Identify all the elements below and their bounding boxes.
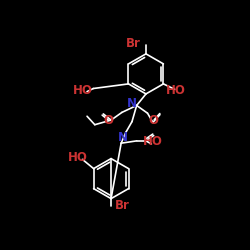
Text: O: O — [149, 114, 159, 126]
Text: O: O — [103, 114, 113, 126]
Text: HO: HO — [143, 135, 163, 148]
Text: N: N — [127, 97, 137, 110]
Text: Br: Br — [115, 199, 130, 212]
Text: HO: HO — [73, 84, 93, 97]
Text: HO: HO — [166, 84, 186, 97]
Text: N: N — [118, 130, 128, 143]
Text: HO: HO — [68, 150, 88, 164]
Text: Br: Br — [126, 37, 141, 50]
